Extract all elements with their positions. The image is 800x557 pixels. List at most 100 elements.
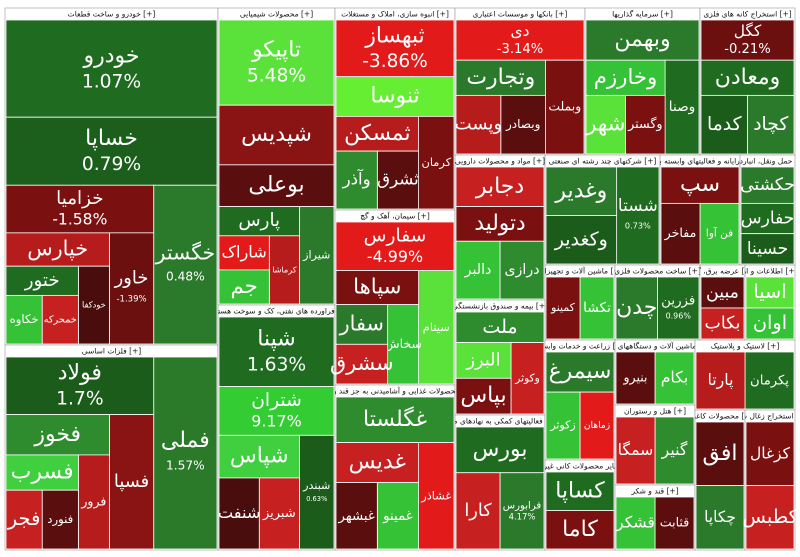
stock-tile	[335, 442, 419, 483]
stock-tile	[510, 342, 545, 415]
stock-name: دالبر	[464, 262, 492, 278]
stock-tile	[745, 307, 795, 340]
stock-name: شبریز	[262, 506, 296, 521]
stock-tile	[153, 356, 218, 550]
stock-change: -3.14%	[497, 42, 543, 57]
sector-title: قند و شکر [+]	[630, 487, 678, 496]
stock-name: خپارس	[27, 237, 88, 261]
sector: اطلاعات و ار [+] اسیا اوان	[744, 264, 796, 341]
stock-name: ثبهساز	[364, 23, 424, 48]
sector-title: سیمان، آهک و گچ [+]	[360, 211, 430, 221]
sector: فلزات اساسی [+] فملی 1.57% فولاد 1.7% فسپا فخو…	[4, 344, 219, 551]
stock-tile	[615, 276, 658, 340]
stock-name: سمگا	[618, 440, 654, 459]
stock-name: فن آوا	[706, 227, 733, 240]
sector: فعالیتهای کمکی به نهادهای مالی [+] بورس فر…	[454, 414, 546, 551]
stock-name: کرماشا	[272, 264, 297, 274]
stock-name: گنیر	[661, 440, 688, 460]
sector-title: سایر محصولات کانی غیر فلزی [+]	[525, 462, 635, 471]
stock-tile	[299, 434, 335, 550]
sector-title: بیمه و صندوق بازنشستگی [+]	[452, 302, 548, 311]
stock-tile	[5, 116, 218, 186]
stock-tile	[218, 19, 335, 106]
stock-name: وبهمن	[614, 27, 670, 52]
stock-tile	[657, 276, 700, 340]
stock-name: خودکفا	[82, 300, 106, 310]
stock-tile	[218, 235, 270, 271]
stock-name: کدما	[707, 114, 742, 135]
stock-name: وآذر	[342, 168, 371, 189]
stock-tile	[545, 276, 581, 340]
stock-tile	[700, 276, 745, 309]
sector: سیمان، آهک و گچ [+] سفارس-4.99% سیتام سپاها…	[330, 209, 456, 386]
stock-name: فرور	[80, 493, 106, 509]
sector-title: استخراج کانه های فلزی [+]	[703, 10, 791, 19]
stock-name: ثمسکن	[344, 121, 410, 146]
stock-name: وپست	[455, 114, 503, 135]
stock-name: فسپا	[114, 471, 149, 492]
stock-change: -4.99%	[367, 247, 423, 266]
sector: بانکها و موسسات اعتباری [+] دی -3.14% وبملت…	[455, 7, 586, 156]
stock-change: 0.73%	[625, 220, 651, 230]
sector: ماشین آلات و تجهیزات [+] تکشا کمینو	[537, 264, 622, 341]
stock-tile	[545, 59, 585, 155]
stock-name: کارا	[464, 501, 492, 521]
stock-name: درازی	[504, 262, 539, 278]
stock-tile	[455, 342, 512, 379]
stock-tile	[376, 150, 419, 210]
stock-tile	[218, 164, 335, 207]
stock-change: 5.48%	[247, 65, 306, 86]
stock-tile	[740, 166, 795, 204]
stock-tile	[218, 206, 300, 237]
sector-title: ماشین آلات و تجهیزات [+]	[537, 266, 622, 276]
stock-name: دتولید	[474, 211, 525, 236]
stock-name: شپاس	[230, 444, 289, 469]
stock-name: شنفت	[218, 503, 261, 522]
stock-tile	[625, 94, 666, 155]
stock-name: اسیا	[753, 280, 786, 303]
sector-title: خودرو و ساخت قطعات [+]	[68, 10, 156, 19]
stock-name: حکشتی	[740, 175, 795, 195]
stock-tile	[335, 304, 389, 345]
stock-tile	[615, 496, 656, 550]
stock-tile	[654, 496, 695, 550]
sector: هتل و رستوران [+] گنیر سمگا	[614, 404, 696, 486]
sector: قند و شکر [+] قثابت قشکر	[614, 484, 696, 551]
stock-tile	[740, 233, 795, 265]
sector-title: فلزات اساسی [+]	[82, 347, 142, 356]
sector-title: محصولات غذایی و آشامیدنی به جز قند و شکر…	[315, 386, 474, 396]
stock-tile	[745, 421, 795, 486]
stock-change: 9.17%	[251, 412, 302, 431]
stock-name: بپاس	[460, 383, 506, 408]
stock-name: ثشرق	[377, 170, 419, 189]
stock-tile	[218, 434, 300, 479]
stock-name: قثابت	[660, 515, 690, 530]
stock-name: فخوز	[33, 422, 81, 447]
stock-name: بکاب	[705, 314, 741, 334]
stock-name: البرز	[465, 350, 500, 370]
stock-tile	[616, 166, 660, 265]
stock-name: غمینو	[382, 509, 413, 524]
stock-name: وخارزم	[594, 65, 658, 90]
stock-name: کگل	[734, 22, 762, 40]
stock-name: شبندر	[302, 479, 330, 492]
sector-title: انبوه سازی، املاک و مستغلات [+]	[341, 10, 449, 19]
sector: استخراج زغال سنگ [+] کزغال کطبس	[742, 409, 799, 551]
sector-title: ماشین آلات و دستگاههای برقی [+]	[599, 341, 711, 351]
sector: محصولات غذایی و آشامیدنی به جز قند و شکر…	[315, 384, 474, 551]
stock-name: افق	[703, 441, 738, 466]
stock-name: خاور	[114, 268, 149, 289]
stock-name: شپنا	[257, 327, 295, 352]
stock-tile	[335, 76, 455, 117]
stock-tile	[455, 240, 501, 300]
stock-tile	[335, 150, 378, 210]
stock-tile	[660, 202, 701, 265]
sector: لاستیک و پلاستیک [+] پکرمان پارتا	[694, 339, 796, 411]
stock-change: 0.96%	[666, 312, 692, 321]
stock-name: فجر	[7, 507, 41, 530]
stock-tile	[455, 426, 545, 474]
stock-tile	[499, 240, 545, 300]
stock-name: شستا	[618, 196, 658, 216]
